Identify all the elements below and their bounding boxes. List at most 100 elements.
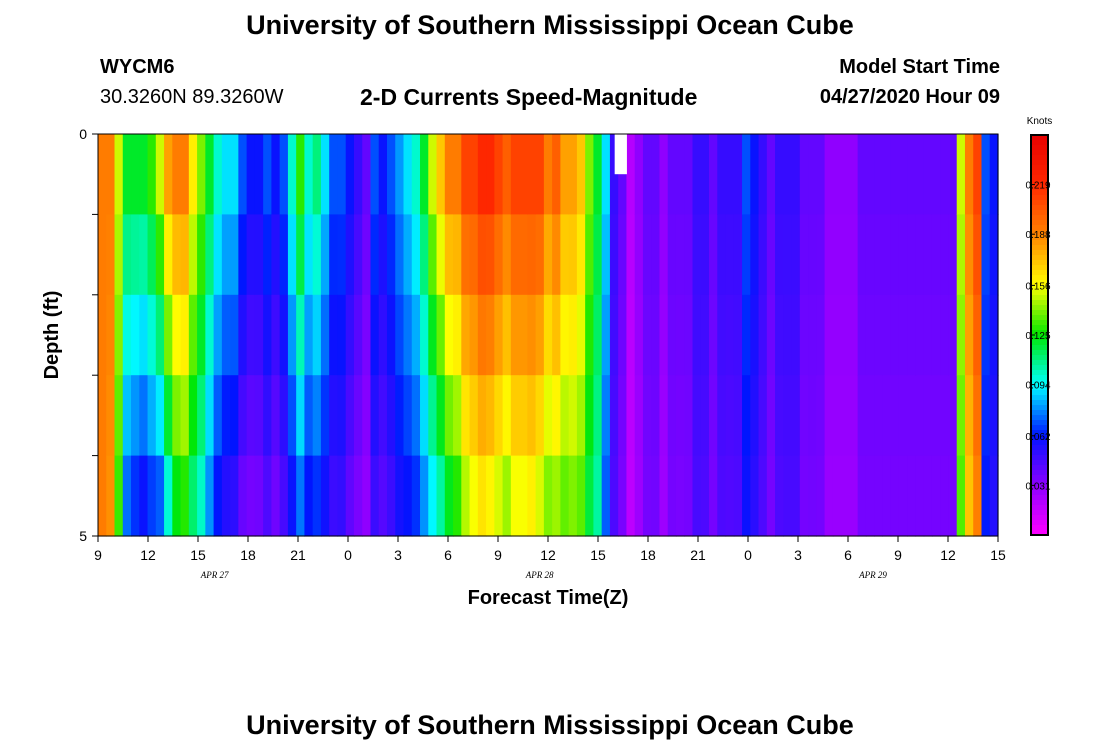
heatmap-cell — [106, 375, 116, 457]
heatmap-cell — [312, 294, 322, 376]
colorbar-segment — [1031, 310, 1048, 316]
heatmap-cell — [675, 375, 685, 457]
colorbar-segment — [1031, 210, 1048, 216]
heatmap-cell — [494, 134, 504, 215]
heatmap-cell — [832, 134, 842, 215]
heatmap-cell — [420, 455, 429, 537]
heatmap-cell — [874, 214, 884, 296]
heatmap-cell — [477, 294, 487, 376]
heatmap-cell — [634, 294, 644, 376]
colorbar-segment — [1031, 240, 1048, 246]
heatmap-cell — [527, 455, 537, 537]
heatmap-cell — [213, 214, 223, 296]
station-id: WYCM6 — [100, 56, 175, 78]
heatmap-cell — [131, 455, 140, 537]
heatmap-cell — [254, 294, 264, 376]
heatmap-cell — [684, 134, 694, 215]
heatmap-cell — [246, 375, 256, 457]
heatmap-cell — [733, 134, 743, 215]
heatmap-cell — [444, 455, 454, 537]
heatmap-cell — [576, 375, 586, 457]
heatmap-cell — [519, 134, 528, 215]
heatmap-cell — [964, 294, 974, 376]
heatmap-cell — [296, 134, 306, 215]
heatmap-cell — [989, 375, 999, 457]
heatmap-cell — [874, 375, 884, 457]
heatmap-cell — [428, 375, 438, 457]
heatmap-cell — [766, 134, 776, 215]
x-tick-label: 9 — [894, 547, 902, 563]
colorbar-segment — [1031, 430, 1048, 436]
heatmap-cell — [766, 294, 776, 376]
colorbar-segment — [1031, 420, 1048, 426]
heatmap-cell — [915, 294, 925, 376]
heatmap-cell — [114, 455, 124, 537]
heatmap-cell — [758, 375, 768, 457]
heatmap-cell — [956, 134, 966, 215]
heatmap-cell — [337, 134, 347, 215]
x-tick-label: 15 — [990, 547, 1006, 563]
heatmap-cell — [915, 455, 925, 537]
heatmap-cell — [907, 214, 917, 296]
heatmap-cell — [461, 134, 471, 215]
colorbar-segment — [1031, 245, 1048, 251]
heatmap-cell — [271, 455, 281, 537]
heatmap-cell — [981, 134, 991, 215]
heatmap-cell — [180, 134, 190, 215]
heatmap-cell — [312, 455, 322, 537]
heatmap-cell — [353, 134, 363, 215]
colorbar-label: Knots — [1027, 116, 1053, 127]
heatmap-cell — [362, 294, 372, 376]
heatmap-cell — [742, 134, 751, 215]
heatmap-cell — [263, 455, 272, 537]
heatmap-cell — [131, 134, 140, 215]
heatmap-cell — [948, 294, 958, 376]
heatmap-cell — [535, 455, 545, 537]
x-tick-label: 12 — [140, 547, 156, 563]
heatmap-cell — [461, 455, 471, 537]
heatmap-cell — [601, 134, 611, 215]
heatmap-cell — [816, 134, 826, 215]
heatmap-cell — [560, 294, 570, 376]
heatmap-cell — [931, 375, 941, 457]
heatmap-cell — [420, 214, 429, 296]
heatmap-cell — [923, 134, 933, 215]
heatmap-cell — [733, 294, 743, 376]
colorbar-segment — [1031, 150, 1048, 156]
heatmap-cell — [857, 134, 867, 215]
heatmap-cell — [857, 455, 867, 537]
heatmap-cell — [238, 134, 248, 215]
colorbar-segment — [1031, 410, 1048, 416]
heatmap-cell — [717, 375, 727, 457]
heatmap-cell — [618, 375, 628, 457]
x-tick-label: 15 — [190, 547, 206, 563]
colorbar-segment — [1031, 315, 1048, 321]
heatmap-cell — [865, 375, 875, 457]
heatmap-cell — [865, 214, 875, 296]
heatmap-cell — [370, 455, 380, 537]
heatmap-cell — [667, 134, 677, 215]
heatmap-cell — [436, 294, 446, 376]
heatmap-cell — [874, 455, 884, 537]
heatmap-cell — [700, 134, 710, 215]
heatmap-cell — [221, 294, 231, 376]
station-coords: 30.3260N 89.3260W — [100, 86, 284, 108]
heatmap-cell — [122, 294, 132, 376]
heatmap-cell — [271, 134, 281, 215]
heatmap-cell — [750, 294, 760, 376]
heatmap-cell — [106, 455, 116, 537]
heatmap-cell — [923, 375, 933, 457]
heatmap-cell — [246, 134, 256, 215]
x-tick-label: 12 — [540, 547, 556, 563]
heatmap-cell — [543, 375, 553, 457]
y-tick-label: 0 — [79, 126, 87, 142]
heatmap-cell — [576, 134, 586, 215]
colorbar-segment — [1031, 195, 1048, 201]
heatmap-cell — [106, 134, 116, 215]
heatmap-cell — [824, 375, 834, 457]
heatmap-cell — [618, 294, 628, 376]
colorbar-segment — [1031, 165, 1048, 171]
heatmap-cell — [832, 455, 842, 537]
heatmap-cell — [164, 134, 173, 215]
